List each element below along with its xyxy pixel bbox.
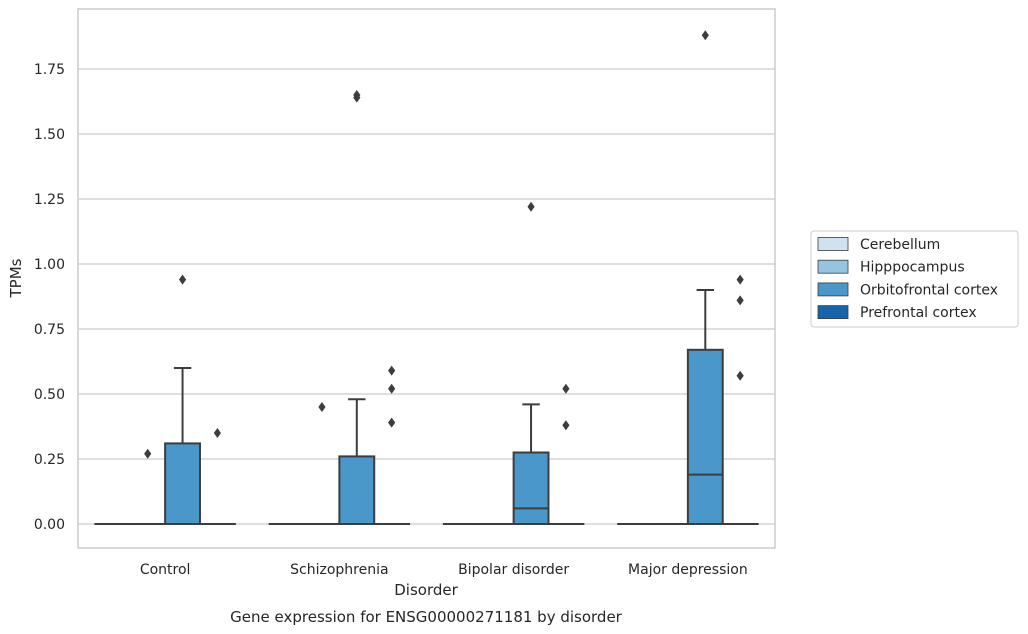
x-tick-label: Schizophrenia bbox=[290, 562, 388, 578]
outlier-point bbox=[736, 295, 744, 306]
outlier-point bbox=[736, 370, 744, 381]
x-tick-label: Bipolar disorder bbox=[458, 562, 569, 578]
outlier-point bbox=[213, 428, 221, 438]
y-tick-label: 1.50 bbox=[34, 127, 65, 143]
legend-swatch bbox=[817, 305, 849, 320]
legend-frame bbox=[810, 230, 1019, 328]
legend-label: Hipppocampus bbox=[860, 260, 965, 276]
plot-frame bbox=[77, 8, 776, 549]
legend: Cerebellum Hipppocampus Orbitofrontal cort… bbox=[810, 230, 1019, 328]
legend-label: Prefrontal cortex bbox=[860, 305, 977, 321]
outlier-point bbox=[388, 417, 396, 428]
outlier-point bbox=[736, 274, 744, 285]
legend-swatch bbox=[817, 282, 849, 297]
box-body bbox=[686, 348, 724, 525]
outlier-point bbox=[353, 90, 361, 100]
outlier-point bbox=[701, 30, 709, 41]
box-2-0 bbox=[164, 367, 201, 525]
x-axis-label: Disorder bbox=[394, 581, 458, 599]
box-2-2 bbox=[512, 403, 550, 525]
boxes bbox=[94, 289, 759, 526]
plot-border bbox=[77, 8, 776, 549]
y-tick-label: 1.75 bbox=[34, 62, 65, 78]
box-body bbox=[512, 451, 550, 525]
outlier-point bbox=[388, 365, 396, 376]
outlier-point bbox=[144, 448, 152, 459]
y-tick-label: 0.00 bbox=[34, 517, 65, 533]
outliers bbox=[144, 30, 744, 459]
y-tick-labels: 0.00 0.25 0.50 0.75 1.00 1.25 1.50 1.75 bbox=[34, 62, 65, 533]
y-tick-label: 0.50 bbox=[34, 387, 65, 403]
outlier-point bbox=[388, 383, 396, 394]
x-tick-label: Control bbox=[140, 562, 191, 578]
y-tick-label: 1.25 bbox=[34, 192, 65, 208]
x-tick-label: Major depression bbox=[628, 562, 748, 578]
outlier-point bbox=[562, 383, 570, 394]
outlier-point bbox=[178, 274, 187, 285]
outlier-point bbox=[318, 402, 326, 412]
outlier-point bbox=[562, 420, 570, 431]
box-2-1 bbox=[338, 398, 376, 525]
outlier-point bbox=[527, 201, 535, 212]
legend-swatch bbox=[817, 237, 849, 251]
x-tick-labels: Control Schizophrenia Bipolar disorder Majo… bbox=[140, 562, 748, 578]
legend-label: Orbitofrontal cortex bbox=[860, 282, 998, 298]
chart-caption: Gene expression for ENSG00000271181 by d… bbox=[230, 608, 623, 626]
y-tick-label: 1.00 bbox=[34, 257, 65, 273]
box-2-3 bbox=[686, 289, 724, 525]
y-axis-label: TPMs bbox=[7, 258, 25, 298]
legend-swatch bbox=[817, 259, 849, 274]
box-body bbox=[338, 455, 376, 525]
legend-label: Cerebellum bbox=[860, 237, 940, 253]
box-body bbox=[164, 442, 201, 525]
y-tick-label: 0.25 bbox=[34, 452, 65, 468]
y-tick-label: 0.75 bbox=[34, 322, 65, 338]
